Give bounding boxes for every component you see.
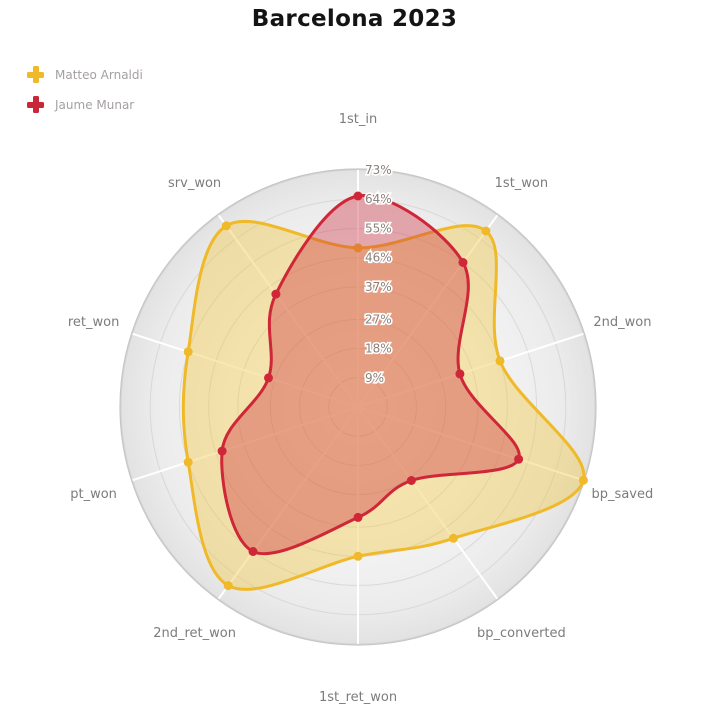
data-point-marker-jaume-munar <box>353 512 363 522</box>
legend-item-matteo-arnaldi[interactable]: Matteo Arnaldi <box>27 66 143 83</box>
data-point-marker-matteo-arnaldi <box>481 226 491 236</box>
axis-label-ret_won: ret_won <box>68 315 119 330</box>
data-point-marker-matteo-arnaldi <box>183 347 193 357</box>
data-point-marker-jaume-munar <box>406 476 416 485</box>
data-point-marker-matteo-arnaldi <box>448 533 458 543</box>
radial-tick-label: 73% <box>365 163 392 177</box>
radial-tick-label: 27% <box>365 312 392 326</box>
data-point-marker-matteo-arnaldi <box>353 243 363 253</box>
radial-tick-label: 55% <box>365 221 392 235</box>
plus-marker-icon <box>27 66 44 83</box>
data-point-marker-matteo-arnaldi <box>183 457 193 467</box>
data-point-marker-jaume-munar <box>248 547 258 556</box>
series-area-jaume-munar <box>221 195 520 554</box>
data-point-marker-matteo-arnaldi <box>578 475 588 485</box>
radial-tick-label: 9% <box>365 371 384 385</box>
legend-item-jaume-munar[interactable]: Jaume Munar <box>27 96 143 113</box>
data-point-marker-jaume-munar <box>271 289 281 299</box>
axis-spoke <box>357 214 499 408</box>
data-point-marker-jaume-munar <box>353 191 363 201</box>
data-point-marker-matteo-arnaldi <box>223 581 233 591</box>
axis-label-1st_in: 1st_in <box>339 112 378 127</box>
data-point-marker-jaume-munar <box>514 454 524 464</box>
axis-label-1st_ret_won: 1st_ret_won <box>319 690 397 705</box>
axis-spoke <box>357 332 584 408</box>
legend-label: Matteo Arnaldi <box>55 67 143 82</box>
axis-label-srv_won: srv_won <box>168 176 221 191</box>
axis-label-bp_saved: bp_saved <box>592 487 654 502</box>
radial-tick-label: 37% <box>365 280 392 294</box>
data-point-marker-jaume-munar <box>458 258 468 267</box>
radial-tick-label: 46% <box>365 251 392 265</box>
data-point-marker-matteo-arnaldi <box>353 551 363 561</box>
legend-label: Jaume Munar <box>55 97 135 112</box>
radial-tick-label: 64% <box>365 192 392 206</box>
axis-spoke <box>132 332 359 408</box>
axis-spoke <box>132 406 359 482</box>
data-point-marker-matteo-arnaldi <box>495 356 505 366</box>
axis-spoke <box>217 214 359 408</box>
data-point-marker-jaume-munar <box>217 446 227 456</box>
legend: Matteo Arnaldi Jaume Munar <box>27 66 143 126</box>
axis-label-1st_won: 1st_won <box>495 176 548 191</box>
axis-spoke <box>357 406 584 482</box>
data-point-marker-jaume-munar <box>264 373 273 383</box>
axis-label-2nd_ret_won: 2nd_ret_won <box>153 626 236 641</box>
data-point-marker-jaume-munar <box>455 369 465 379</box>
axis-spoke <box>357 406 499 600</box>
chart-title: Barcelona 2023 <box>251 6 458 32</box>
data-point-marker-matteo-arnaldi <box>221 221 231 231</box>
series-area-matteo-arnaldi <box>183 221 584 590</box>
axis-label-2nd_won: 2nd_won <box>593 315 651 330</box>
axis-label-bp_converted: bp_converted <box>477 626 566 641</box>
axis-spoke <box>217 406 359 600</box>
plus-marker-icon <box>27 96 44 113</box>
axis-label-pt_won: pt_won <box>70 487 117 502</box>
radial-tick-label: 18% <box>365 342 392 356</box>
